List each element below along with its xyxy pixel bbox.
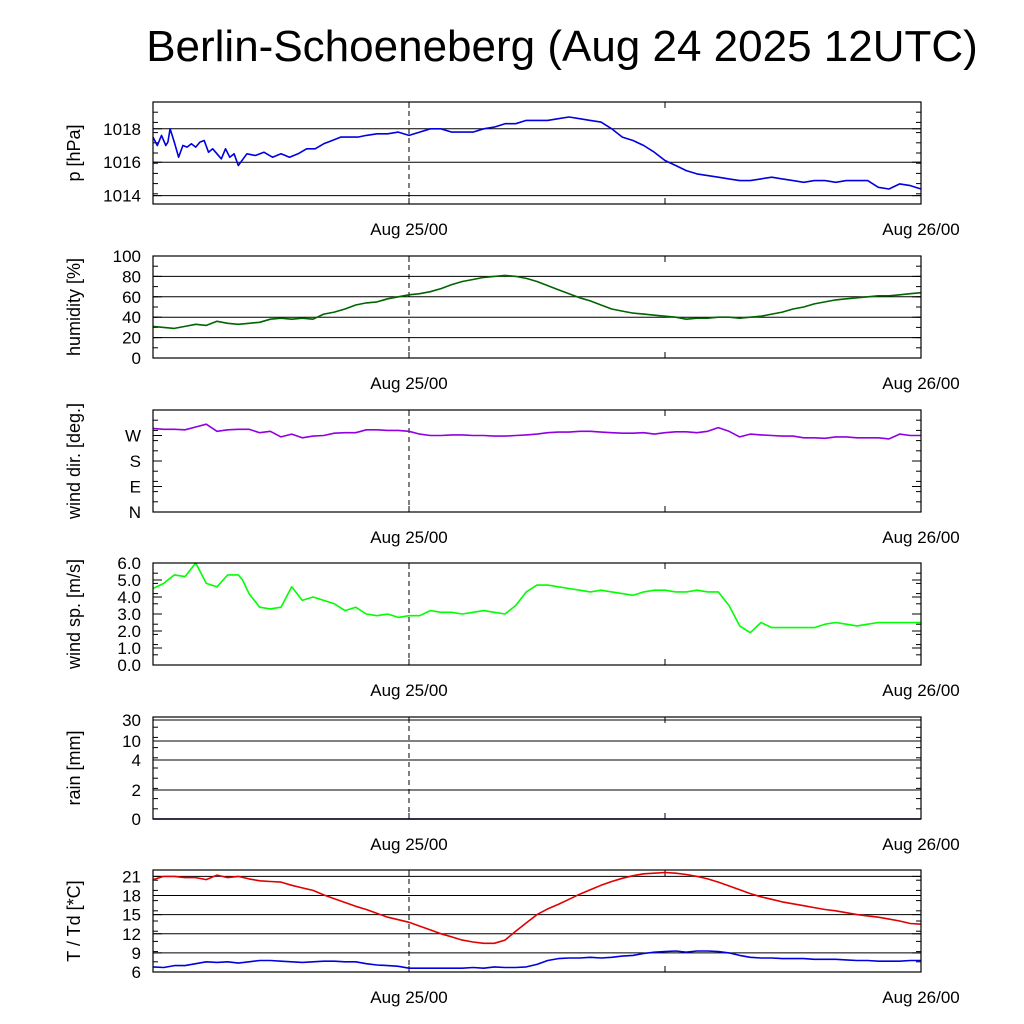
y-tick-label: 1016 [103, 153, 141, 172]
chart-title: Berlin-Schoeneberg (Aug 24 2025 12UTC) [146, 22, 978, 71]
y-axis-label: T / Td [*C] [64, 880, 84, 961]
plot-frame [152, 409, 922, 513]
y-tick-label: E [130, 478, 141, 497]
y-tick-label: 30 [122, 711, 141, 730]
x-tick-label: Aug 25/00 [370, 374, 448, 393]
series-line-1 [152, 950, 921, 970]
x-tick-label: Aug 26/00 [882, 528, 960, 547]
y-tick-label: 15 [122, 906, 141, 925]
series-line-0 [152, 871, 922, 945]
x-tick-label: Aug 26/00 [882, 835, 960, 854]
y-tick-label: 0.0 [117, 656, 141, 675]
x-tick-label: Aug 26/00 [882, 374, 960, 393]
y-tick-label: 4 [132, 751, 141, 770]
y-tick-label: 10 [122, 732, 141, 751]
x-tick-label: Aug 26/00 [882, 681, 960, 700]
series-line-0 [152, 562, 921, 634]
y-tick-label: 60 [122, 288, 141, 307]
y-axis-label: humidity [%] [64, 258, 84, 356]
y-tick-label: S [130, 452, 141, 471]
x-tick-label: Aug 25/00 [370, 988, 448, 1007]
series-line-0 [152, 116, 922, 190]
y-tick-label: 9 [132, 944, 141, 963]
x-tick-label: Aug 25/00 [370, 528, 448, 547]
y-tick-label: 1.0 [117, 639, 141, 658]
y-tick-label: 3.0 [117, 605, 141, 624]
plot-frame [152, 101, 922, 205]
y-tick-label: 18 [122, 887, 141, 906]
series-line-0 [152, 274, 922, 330]
y-tick-label: 20 [122, 329, 141, 348]
y-axis-label: wind sp. [m/s] [64, 559, 84, 670]
y-tick-label: 4.0 [117, 588, 141, 607]
y-tick-label: 6 [132, 963, 141, 982]
y-axis-label: rain [mm] [64, 730, 84, 805]
y-tick-label: 21 [122, 867, 141, 886]
y-tick-label: N [129, 503, 141, 522]
y-tick-label: 1014 [103, 187, 141, 206]
x-tick-label: Aug 25/00 [370, 835, 448, 854]
y-tick-label: W [125, 427, 141, 446]
y-tick-label: 5.0 [117, 571, 141, 590]
y-tick-label: 100 [113, 247, 141, 266]
y-tick-label: 80 [122, 267, 141, 286]
y-tick-label: 0 [132, 349, 141, 368]
y-tick-label: 12 [122, 925, 141, 944]
x-tick-label: Aug 25/00 [370, 220, 448, 239]
panel-3: 0.01.02.03.04.05.06.0 wind sp. [m/s] Aug 2… [64, 554, 960, 700]
plot-frame [152, 716, 922, 820]
x-tick-label: Aug 26/00 [882, 988, 960, 1007]
series-line-0 [152, 423, 921, 440]
panel-4: 0 2 410 30 rain [mm] Aug 25/00 Aug 26/00 [64, 711, 960, 854]
x-tick-label: Aug 25/00 [370, 681, 448, 700]
y-tick-label: 2.0 [117, 622, 141, 641]
y-tick-label: 0 [132, 810, 141, 829]
y-axis-label: wind dir. [deg.] [64, 403, 84, 520]
panel-0: 1014 1016 1018 p [hPa] Aug 25/00 Aug 26/00 [64, 101, 960, 239]
y-tick-label: 40 [122, 308, 141, 327]
y-tick-label: 6.0 [117, 554, 141, 573]
x-tick-label: Aug 26/00 [882, 220, 960, 239]
y-tick-label: 2 [132, 781, 141, 800]
plot-frame [152, 562, 922, 666]
plot-frame [152, 869, 922, 973]
y-tick-label: 1018 [103, 120, 141, 139]
y-axis-label: p [hPa] [64, 124, 84, 181]
plot-frame [152, 255, 922, 359]
